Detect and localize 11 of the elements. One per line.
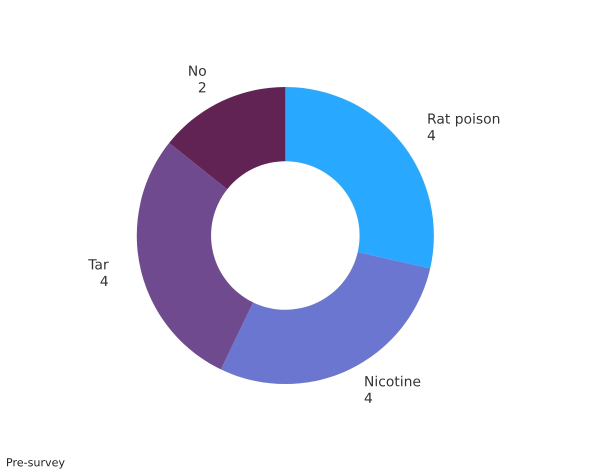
donut-slice [220,252,430,384]
slice-label: Tar [88,259,109,270]
slice-label: Nicotine [365,376,420,386]
data-label: 4 [364,392,372,403]
data-label: 4 [428,130,436,140]
data-label: 4 [100,276,108,286]
slice-label: Rat poison [428,113,500,126]
donut-slice [136,142,254,370]
text: Pre-survey [7,458,65,469]
slice-label: No [189,66,206,76]
data-label: 2 [198,82,206,92]
